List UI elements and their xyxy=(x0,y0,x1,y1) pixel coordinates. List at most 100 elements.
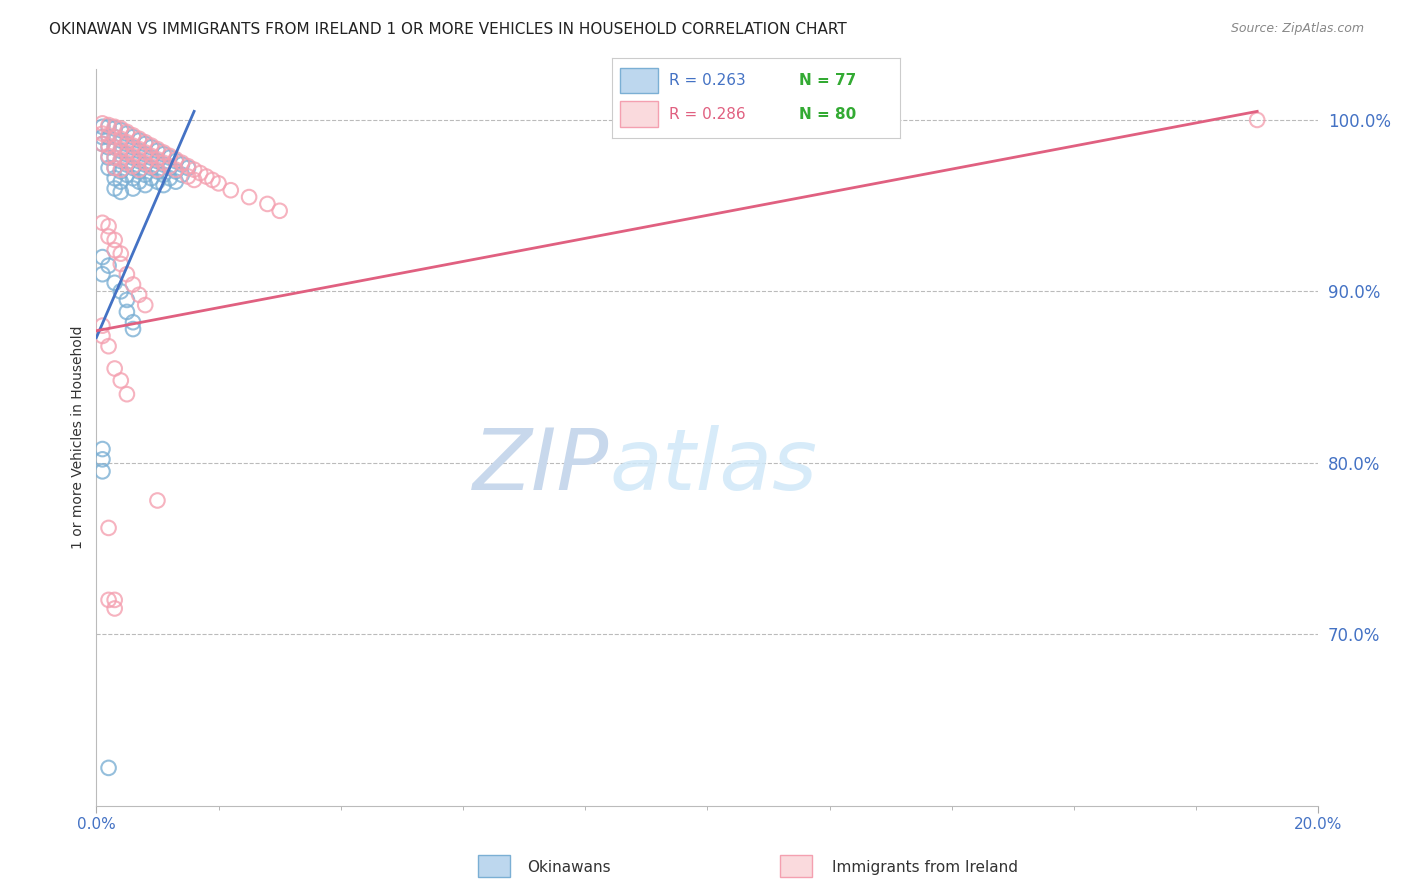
Text: ZIP: ZIP xyxy=(474,425,610,508)
Point xyxy=(104,130,127,145)
Point xyxy=(122,151,145,165)
Point xyxy=(134,145,156,160)
Point xyxy=(177,169,200,184)
Point xyxy=(141,161,163,175)
Point xyxy=(115,157,138,171)
Point xyxy=(146,153,169,167)
Point xyxy=(91,318,114,333)
Point xyxy=(146,175,169,189)
Point xyxy=(128,132,150,146)
Point xyxy=(152,156,174,170)
Point xyxy=(97,130,120,145)
Point xyxy=(115,305,138,319)
Point xyxy=(97,219,120,234)
Point xyxy=(91,136,114,151)
Point xyxy=(141,138,163,153)
Point xyxy=(146,493,169,508)
Point xyxy=(146,164,169,178)
Point xyxy=(104,244,127,258)
Point xyxy=(91,452,114,467)
Point xyxy=(134,135,156,149)
Point xyxy=(97,149,120,163)
Point xyxy=(91,267,114,281)
Point xyxy=(91,216,114,230)
Point xyxy=(97,593,120,607)
Point xyxy=(110,153,132,167)
Point xyxy=(165,154,187,169)
Point xyxy=(122,159,145,173)
Point xyxy=(159,161,181,175)
Point xyxy=(146,154,169,169)
Point xyxy=(110,123,132,137)
Point xyxy=(256,197,278,211)
Text: N = 80: N = 80 xyxy=(799,107,856,121)
Point xyxy=(104,120,127,134)
Text: atlas: atlas xyxy=(610,425,817,508)
Point xyxy=(110,134,132,148)
Point xyxy=(188,166,211,180)
Point xyxy=(115,125,138,139)
Point xyxy=(91,136,114,151)
Point xyxy=(128,134,150,148)
Point xyxy=(152,178,174,192)
Point xyxy=(177,161,200,175)
Point xyxy=(104,601,127,615)
Point xyxy=(134,157,156,171)
Point xyxy=(104,171,127,186)
Y-axis label: 1 or more Vehicles in Household: 1 or more Vehicles in Household xyxy=(72,326,86,549)
Point xyxy=(134,136,156,151)
Point xyxy=(146,162,169,177)
Point xyxy=(110,374,132,388)
Point xyxy=(141,171,163,186)
Point xyxy=(128,144,150,158)
Point xyxy=(91,250,114,264)
Bar xyxy=(620,68,658,94)
Point xyxy=(122,128,145,143)
Point xyxy=(201,173,224,187)
Point xyxy=(269,203,291,218)
Point xyxy=(110,285,132,299)
Point xyxy=(134,147,156,161)
Point xyxy=(97,128,120,143)
Point xyxy=(159,149,181,163)
Point xyxy=(91,130,114,145)
Point xyxy=(110,257,132,271)
Point xyxy=(97,259,120,273)
Point xyxy=(104,151,127,165)
Point xyxy=(104,140,127,154)
Point xyxy=(122,130,145,145)
Text: Source: ZipAtlas.com: Source: ZipAtlas.com xyxy=(1230,22,1364,36)
Point xyxy=(146,142,169,156)
Point xyxy=(104,151,127,165)
Point xyxy=(165,175,187,189)
Point xyxy=(115,267,138,281)
Point xyxy=(104,161,127,175)
Point xyxy=(122,140,145,154)
Point xyxy=(97,118,120,132)
Point xyxy=(141,149,163,163)
Point xyxy=(152,147,174,161)
Point xyxy=(104,276,127,290)
Point xyxy=(104,593,127,607)
Point xyxy=(104,161,127,175)
Point xyxy=(219,183,242,197)
Point xyxy=(122,322,145,336)
Text: OKINAWAN VS IMMIGRANTS FROM IRELAND 1 OR MORE VEHICLES IN HOUSEHOLD CORRELATION : OKINAWAN VS IMMIGRANTS FROM IRELAND 1 OR… xyxy=(49,22,846,37)
Point xyxy=(146,144,169,158)
Point xyxy=(141,159,163,173)
Point xyxy=(91,120,114,134)
Point xyxy=(104,130,127,145)
Text: Immigrants from Ireland: Immigrants from Ireland xyxy=(832,860,1018,874)
Text: N = 77: N = 77 xyxy=(799,73,856,88)
Point xyxy=(165,164,187,178)
Point xyxy=(122,149,145,163)
Point xyxy=(110,185,132,199)
Point xyxy=(115,156,138,170)
Point xyxy=(110,144,132,158)
Point xyxy=(134,168,156,182)
Point xyxy=(159,151,181,165)
Point xyxy=(122,277,145,292)
Point xyxy=(115,145,138,160)
Point xyxy=(97,138,120,153)
Point xyxy=(128,142,150,156)
